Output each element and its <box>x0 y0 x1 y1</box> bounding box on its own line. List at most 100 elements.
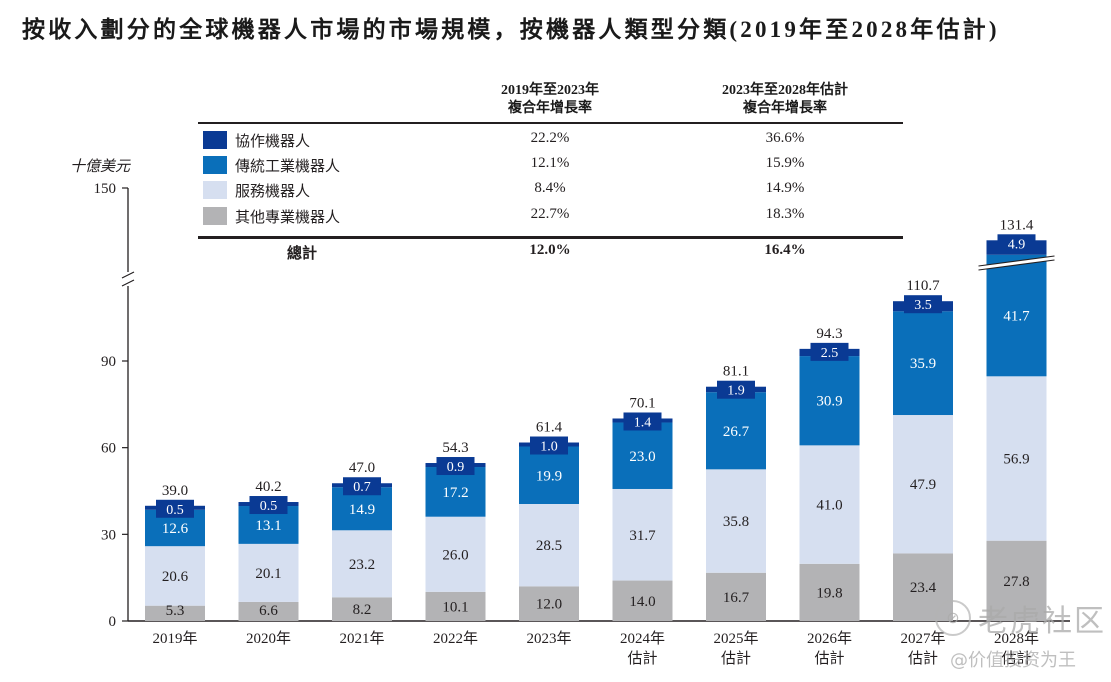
bar-label-1-3: 0.5 <box>260 499 278 514</box>
bar-total-8: 110.7 <box>906 278 940 294</box>
y-axis-break-mark-bottom <box>121 279 135 287</box>
bar-tab-1 <box>249 496 288 515</box>
bar-label-8-1: 47.9 <box>910 477 936 493</box>
bar-segment-9-2 <box>986 254 1047 377</box>
bar-total-4: 61.4 <box>536 420 563 436</box>
bar-label-2-0: 8.2 <box>353 602 372 618</box>
bar-segment-6-2 <box>706 392 766 470</box>
watermark-handle: @价值投资为王 <box>950 650 1076 671</box>
bar-label-5-1: 31.7 <box>629 528 656 544</box>
bar-segment-3-2 <box>425 467 486 517</box>
bar-total-6: 81.1 <box>723 364 749 380</box>
bar-label-0-1: 20.6 <box>162 569 189 585</box>
x-tick-note-6: 估計 <box>721 650 751 667</box>
bar-label-3-2: 17.2 <box>442 485 468 501</box>
bar-segment-3-1 <box>425 516 486 592</box>
total-label: 總計 <box>287 246 318 262</box>
bar-segment-8-1 <box>893 415 953 554</box>
watermark-logo-icon: ⊘ <box>935 600 971 636</box>
bar-break-line-top <box>978 255 1055 267</box>
bar-tab-4 <box>530 436 568 455</box>
bar-segment-7-1 <box>799 445 860 564</box>
bar-label-3-1: 26.0 <box>442 547 468 563</box>
y-tick-label-90: 90 <box>101 354 116 370</box>
bar-tab-8 <box>904 295 942 314</box>
x-tick-note-8: 估計 <box>908 650 938 667</box>
bar-label-7-2: 30.9 <box>816 394 842 410</box>
cagr-header-2019-2023: 2019年至2023年 複合年增長率 <box>470 82 630 118</box>
bar-break-line-bottom <box>978 259 1055 271</box>
bar-segment-4-0 <box>519 586 579 621</box>
cagr-header-2023-2028: 2023年至2028年估計 複合年增長率 <box>690 82 880 118</box>
bar-label-0-3: 0.5 <box>166 503 184 518</box>
bar-total-3: 54.3 <box>442 440 468 456</box>
bar-segment-2-0 <box>332 597 392 621</box>
bar-label-5-2: 23.0 <box>629 449 655 465</box>
bar-label-4-2: 19.9 <box>536 468 562 484</box>
y-tick-label-150: 150 <box>94 181 117 197</box>
bar-label-8-2: 35.9 <box>910 356 936 372</box>
bar-label-6-2: 26.7 <box>723 424 750 440</box>
x-tick-note-9: 估計 <box>1001 650 1031 667</box>
bar-tab-3 <box>436 457 475 476</box>
bar-label-4-1: 28.5 <box>536 538 562 554</box>
bar-label-6-3: 1.9 <box>727 384 745 399</box>
bar-label-4-3: 1.0 <box>540 440 558 455</box>
x-tick-label-7: 2026年 <box>807 630 852 647</box>
cagr-service-2023-2028: 14.9% <box>765 180 805 196</box>
x-tick-label-8: 2027年 <box>900 630 945 647</box>
legend-label-service: 服務機器人 <box>235 183 311 200</box>
legend-row-other: 其他專業機器人 <box>203 205 340 227</box>
bar-segment-6-0 <box>706 572 766 621</box>
bar-total-5: 70.1 <box>629 395 655 411</box>
bar-label-2-1: 23.2 <box>349 557 375 573</box>
watermark-title: 老虎社区 <box>978 604 1106 639</box>
x-tick-note-5: 估計 <box>627 650 657 667</box>
bar-tab-5 <box>623 412 662 431</box>
legend-row-service: 服務機器人 <box>203 179 310 201</box>
bar-label-9-0: 27.8 <box>1003 574 1029 590</box>
x-tick-label-9: 2028年 <box>994 630 1039 647</box>
bar-segment-0-0 <box>145 605 205 621</box>
x-tick-label-6: 2025年 <box>713 630 758 647</box>
cagr-other-2019-2023: 22.7% <box>530 206 570 222</box>
bar-segment-1-0 <box>238 601 299 621</box>
bar-label-7-3: 2.5 <box>821 346 839 361</box>
bar-label-1-0: 6.6 <box>259 603 278 619</box>
bar-segment-5-1 <box>612 488 673 581</box>
bar-label-8-3: 3.5 <box>914 298 932 313</box>
table-total-rule <box>198 236 903 239</box>
bar-segment-4-1 <box>519 504 579 587</box>
cagr-header-2019-2023-line2: 複合年增長率 <box>508 101 592 116</box>
bar-segment-3-0 <box>425 591 486 621</box>
y-axis-break-gap <box>123 272 133 286</box>
legend-row-industrial: 傳統工業機器人 <box>203 154 340 176</box>
bar-tab-7 <box>810 342 849 361</box>
bar-total-0: 39.0 <box>162 483 188 499</box>
chart-title: 按收入劃分的全球機器人市場的市場規模，按機器人類型分類(2019年至2028年估… <box>22 17 1000 42</box>
cagr-collaborative-2023-2028: 36.6% <box>765 130 805 146</box>
cagr-collaborative-2019-2023: 22.2% <box>530 130 570 146</box>
bar-label-7-0: 19.8 <box>816 585 842 601</box>
bar-segment-5-2 <box>612 422 673 489</box>
bar-label-7-1: 41.0 <box>816 498 842 514</box>
bar-segment-2-1 <box>332 530 392 598</box>
cagr-industrial-2023-2028: 15.9% <box>765 155 805 171</box>
bar-label-5-3: 1.4 <box>634 415 652 430</box>
bar-label-0-0: 5.3 <box>166 603 185 619</box>
bar-label-2-3: 0.7 <box>353 480 371 495</box>
bar-label-2-2: 14.9 <box>349 502 375 518</box>
bar-label-3-3: 0.9 <box>447 460 465 475</box>
y-tick-label-0: 0 <box>109 614 117 630</box>
bar-tab-0 <box>156 499 194 518</box>
legend-swatch-collaborative <box>203 131 227 149</box>
y-axis-label: 十億美元 <box>70 158 131 175</box>
cagr-header-2019-2023-line1: 2019年至2023年 <box>501 83 599 98</box>
bar-label-4-0: 12.0 <box>536 597 562 613</box>
bar-label-1-2: 13.1 <box>255 518 281 534</box>
y-axis-break-mark-top <box>121 271 135 279</box>
cagr-total-2019-2023: 12.0% <box>529 242 571 258</box>
cagr-service-2019-2023: 8.4% <box>534 180 566 196</box>
bar-total-9: 131.4 <box>1000 217 1034 233</box>
